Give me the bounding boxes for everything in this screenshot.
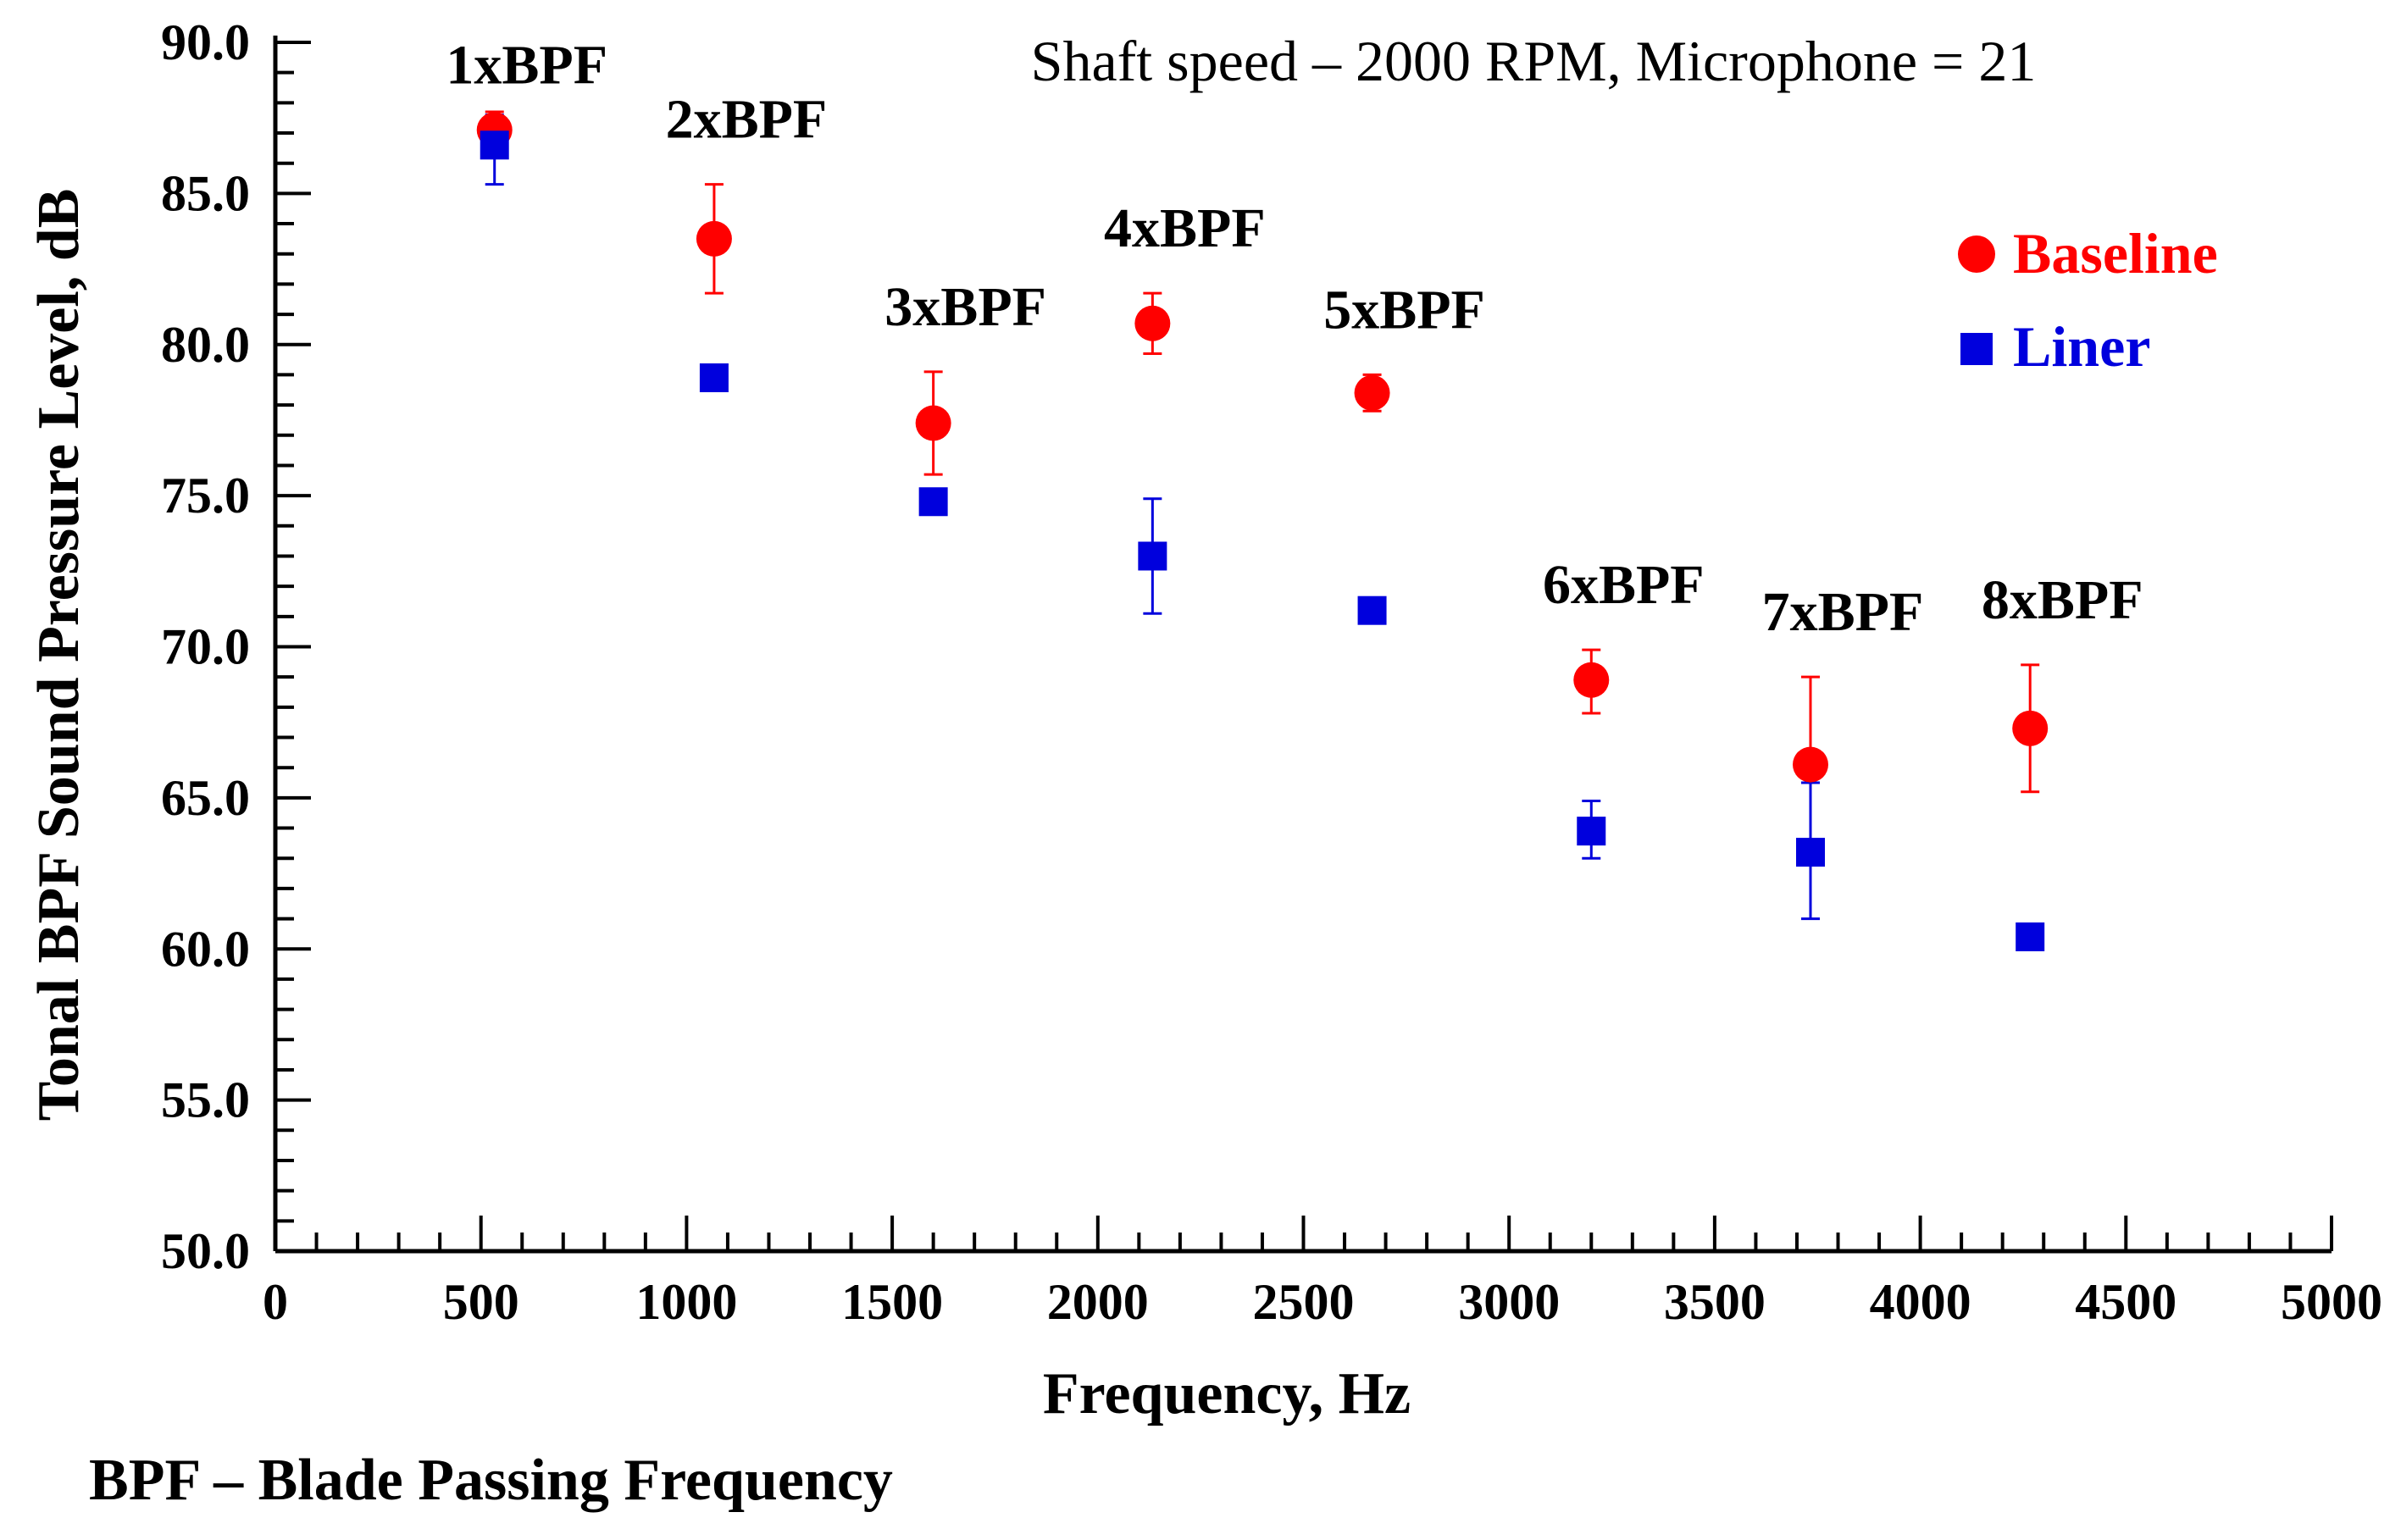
harmonic-label: 4xBPF [1104, 197, 1266, 259]
point-liner [1357, 596, 1387, 625]
point-baseline [1573, 662, 1610, 698]
x-tick-label: 5000 [2281, 1274, 2382, 1330]
footnote: BPF – Blade Passing Frequency [89, 1448, 893, 1513]
x-tick-label: 3000 [1458, 1274, 1560, 1330]
axes [273, 36, 2332, 1254]
y-tick-label: 90.0 [161, 14, 250, 70]
x-axis-title: Frequency, Hz [1043, 1361, 1411, 1426]
harmonic-label: 3xBPF [884, 276, 1046, 338]
x-tick-label: 1000 [635, 1274, 737, 1330]
x-tick-label: 4000 [1870, 1274, 1971, 1330]
legend-label-baseline: Baseline [2013, 221, 2218, 285]
point-baseline [696, 220, 732, 257]
y-tick-label: 65.0 [161, 770, 250, 826]
point-liner [480, 130, 509, 160]
point-liner [2016, 922, 2045, 951]
point-liner [1795, 838, 1825, 867]
legend-marker-liner [1960, 333, 1993, 365]
x-tick-label: 3500 [1664, 1274, 1766, 1330]
legend-marker-baseline [1958, 235, 1995, 273]
x-tick-label: 500 [443, 1274, 519, 1330]
legend-label-liner: Liner [2013, 314, 2150, 379]
y-tick-label: 60.0 [161, 921, 250, 977]
point-baseline [2012, 710, 2049, 746]
chart-subtitle: Shaft speed – 2000 RPM, Microphone = 21 [1031, 29, 2037, 93]
y-tick-label: 70.0 [161, 619, 250, 675]
point-liner [1577, 817, 1606, 846]
harmonic-label: 1xBPF [446, 34, 607, 96]
y-tick-label: 50.0 [161, 1223, 250, 1279]
y-axis-title: Tonal BPF Sound Pressure Level, dB [26, 189, 91, 1122]
point-liner [918, 487, 948, 517]
point-baseline [1134, 305, 1171, 341]
y-tick-label: 80.0 [161, 317, 250, 373]
y-tick-label: 85.0 [161, 165, 250, 221]
x-tick-label: 2500 [1253, 1274, 1355, 1330]
point-liner [1138, 541, 1167, 571]
x-tick-label: 0 [263, 1274, 288, 1330]
point-baseline [915, 405, 951, 441]
y-tick-label: 55.0 [161, 1072, 250, 1128]
harmonic-label: 5xBPF [1323, 279, 1485, 341]
harmonic-label: 8xBPF [1982, 569, 2143, 631]
x-tick-label: 1500 [841, 1274, 943, 1330]
harmonic-labels: 1xBPF 2xBPF 3xBPF 4xBPF 5xBPF 6xBPF 7xBPF 8xBPF [446, 34, 2143, 643]
data-points [476, 112, 2049, 951]
x-tick-label: 4500 [2075, 1274, 2176, 1330]
harmonic-label: 2xBPF [666, 89, 828, 151]
harmonic-label: 7xBPF [1762, 581, 1924, 643]
point-liner [699, 363, 729, 392]
x-tick-label: 2000 [1047, 1274, 1149, 1330]
point-baseline [1792, 746, 1828, 783]
harmonic-label: 6xBPF [1543, 554, 1705, 616]
y-tick-label: 75.0 [161, 468, 250, 523]
legend: Baseline Liner [1958, 221, 2218, 379]
point-baseline [1354, 374, 1390, 411]
ticks: 0 500 1000 1500 2000 2500 3000 3500 4000 4500 5000… [161, 14, 2382, 1330]
